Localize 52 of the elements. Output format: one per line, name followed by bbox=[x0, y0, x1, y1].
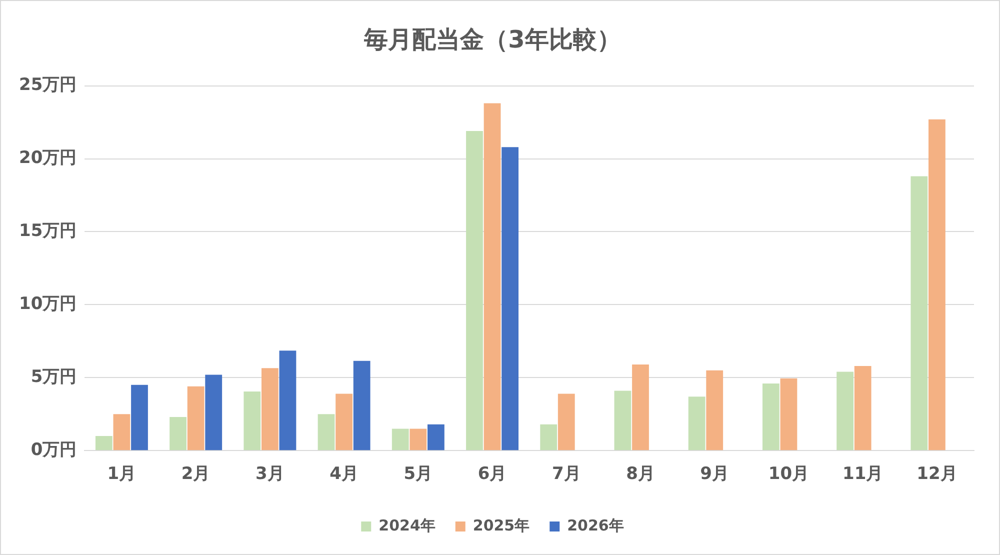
bar bbox=[928, 119, 946, 450]
bar bbox=[170, 417, 186, 450]
bar bbox=[428, 424, 444, 450]
y-tick-label: 15万円 bbox=[18, 221, 77, 242]
x-tick-label: 4月 bbox=[330, 464, 358, 484]
x-tick-label: 7月 bbox=[552, 464, 581, 484]
bar bbox=[244, 392, 261, 450]
y-tick-label: 10万円 bbox=[18, 294, 77, 314]
bar bbox=[614, 390, 632, 450]
bar bbox=[688, 396, 706, 450]
bar bbox=[854, 366, 872, 450]
legend-label: 2024年 bbox=[378, 516, 436, 534]
chart-title: 毎月配当金（3年比較） bbox=[363, 26, 621, 54]
legend-label: 2026年 bbox=[567, 516, 624, 534]
bar bbox=[336, 394, 352, 450]
bar bbox=[502, 147, 519, 450]
bar bbox=[466, 131, 483, 450]
x-tick-label: 9月 bbox=[700, 464, 730, 484]
x-tick-label: 3月 bbox=[256, 464, 284, 484]
bar bbox=[279, 350, 296, 450]
bar bbox=[706, 370, 724, 450]
x-tick-label: 12月 bbox=[916, 464, 958, 484]
x-tick-label: 5月 bbox=[404, 464, 433, 484]
bar bbox=[261, 368, 278, 450]
bar bbox=[318, 414, 335, 450]
bar bbox=[131, 384, 148, 450]
x-tick-label: 2月 bbox=[181, 464, 210, 484]
bar bbox=[205, 374, 222, 450]
bar bbox=[392, 428, 409, 450]
y-tick-label: 5万円 bbox=[30, 367, 77, 388]
x-tick-label: 6月 bbox=[478, 464, 507, 484]
bar bbox=[780, 378, 798, 450]
y-tick-label: 20万円 bbox=[18, 148, 77, 168]
x-tick-label: 1月 bbox=[107, 464, 136, 484]
x-tick-label: 11月 bbox=[842, 464, 884, 484]
bar bbox=[187, 386, 204, 450]
bar bbox=[95, 436, 112, 450]
bar bbox=[540, 424, 558, 450]
x-tick-label: 10月 bbox=[768, 464, 810, 484]
bar bbox=[113, 414, 130, 450]
legend-label: 2025年 bbox=[472, 516, 530, 534]
bar bbox=[910, 176, 928, 450]
y-tick-label: 0万円 bbox=[30, 440, 77, 460]
bar bbox=[353, 360, 370, 450]
bar bbox=[762, 383, 780, 450]
bar bbox=[836, 372, 854, 450]
y-tick-label: 25万円 bbox=[18, 75, 77, 96]
bar bbox=[410, 428, 427, 450]
bar bbox=[558, 394, 575, 450]
x-tick-label: 8月 bbox=[626, 464, 655, 484]
bar bbox=[632, 364, 649, 450]
bar bbox=[484, 103, 501, 450]
